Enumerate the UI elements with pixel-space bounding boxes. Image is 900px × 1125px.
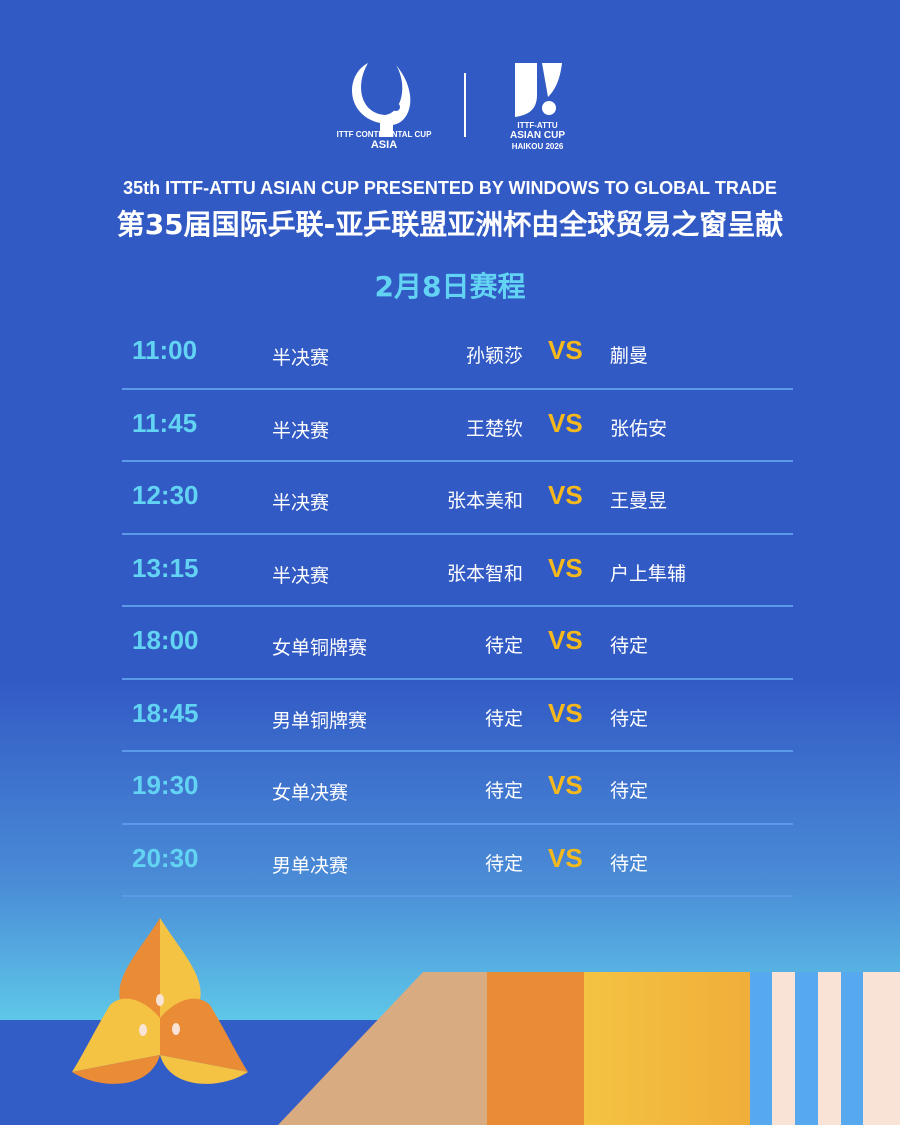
player-1: 待定 xyxy=(484,852,523,875)
match-event: 女单铜牌赛 xyxy=(272,637,368,659)
player-2: 蒯曼 xyxy=(610,345,649,367)
continental-cup-name: ITTF CONTINENTAL CUP xyxy=(336,130,432,139)
match-time: 19:30 xyxy=(132,770,199,800)
match-row: 13:15 半决赛 张本智和 VS 户上隼辅 xyxy=(122,535,793,607)
asian-cup-location: HAIKOU 2026 xyxy=(511,142,564,151)
match-time: 13:15 xyxy=(132,552,199,583)
player-1: 待定 xyxy=(484,707,523,730)
continental-cup-region: ASIA xyxy=(370,139,398,151)
player-2: 待定 xyxy=(610,780,649,802)
match-row: 18:45 男单铜牌赛 待定 VS 待定 xyxy=(122,680,793,752)
asian-cup-name: ASIAN CUP xyxy=(509,130,565,141)
vs-label: VS xyxy=(548,335,583,365)
player-2: 张佑安 xyxy=(610,417,668,440)
player-2: 王曼昱 xyxy=(610,490,668,512)
asian-cup-org: ITTF-ATTU xyxy=(517,121,558,130)
match-time: 11:00 xyxy=(132,335,198,365)
title-english: 35th ITTF-ATTU ASIAN CUP PRESENTED BY WI… xyxy=(123,178,777,198)
player-1: 待定 xyxy=(484,635,523,657)
player-2: 户上隼辅 xyxy=(610,562,687,585)
vs-label: VS xyxy=(548,770,583,800)
player-1: 待定 xyxy=(484,780,523,802)
match-row: 11:45 半决赛 王楚钦 VS 张佑安 xyxy=(122,390,793,462)
match-row: 18:00 女单铜牌赛 待定 VS 待定 xyxy=(122,607,793,680)
continental-cup-logo-icon xyxy=(352,63,466,137)
vs-label: VS xyxy=(548,625,583,655)
match-row: 20:30 男单决赛 待定 VS 待定 xyxy=(122,825,793,897)
logo-header: ITTF CONTINENTAL CUP ASIA ITTF-ATTU ASIA… xyxy=(0,55,900,155)
asian-cup-logo-icon xyxy=(515,63,562,117)
player-1: 张本美和 xyxy=(446,490,523,512)
vs-label: VS xyxy=(548,407,583,438)
match-time: 18:00 xyxy=(132,625,199,655)
match-time: 20:30 xyxy=(132,842,199,873)
player-2: 待定 xyxy=(610,852,649,875)
match-event: 半决赛 xyxy=(272,492,330,514)
date-heading: 2月8日赛程 xyxy=(374,270,526,303)
player-1: 张本智和 xyxy=(446,562,523,585)
vs-label: VS xyxy=(548,480,583,510)
schedule-list: 11:00 半决赛 孙颖莎 VS 蒯曼 11:45 半决赛 王楚钦 VS 张佑安 12:30 半决… xyxy=(122,317,793,897)
player-2: 待定 xyxy=(610,707,649,730)
match-event: 男单铜牌赛 xyxy=(272,709,368,732)
title-chinese: 第35届国际乒联-亚乒联盟亚洲杯由全球贸易之窗呈献 xyxy=(116,208,784,241)
vs-label: VS xyxy=(548,842,583,873)
vs-label: VS xyxy=(548,552,583,583)
match-time: 11:45 xyxy=(132,407,198,438)
match-event: 半决赛 xyxy=(272,564,330,587)
match-time: 18:45 xyxy=(132,697,199,728)
match-event: 半决赛 xyxy=(272,347,330,369)
match-row: 19:30 女单决赛 待定 VS 待定 xyxy=(122,752,793,825)
match-row: 11:00 半决赛 孙颖莎 VS 蒯曼 xyxy=(122,317,793,390)
match-row: 12:30 半决赛 张本美和 VS 王曼昱 xyxy=(122,462,793,535)
player-1: 孙颖莎 xyxy=(465,345,523,367)
match-event: 男单决赛 xyxy=(272,854,349,877)
player-1: 王楚钦 xyxy=(465,417,523,440)
match-time: 12:30 xyxy=(132,480,199,510)
player-2: 待定 xyxy=(610,635,649,657)
match-event: 半决赛 xyxy=(272,419,330,442)
vs-label: VS xyxy=(548,697,583,728)
match-event: 女单决赛 xyxy=(272,782,349,804)
